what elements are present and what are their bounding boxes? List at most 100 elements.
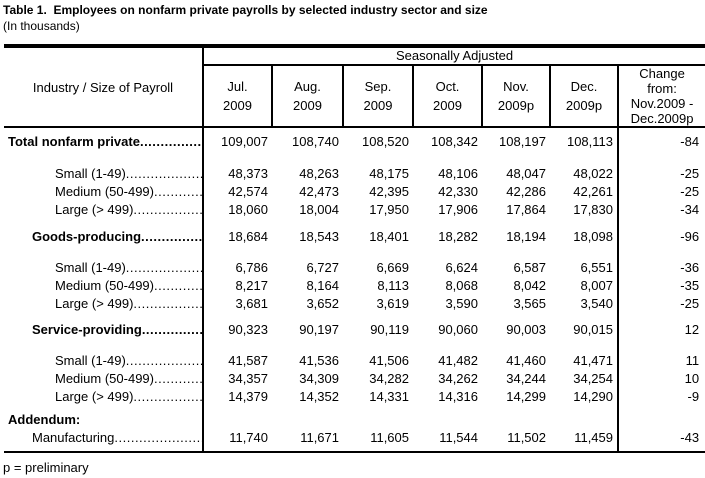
month-name: Sep. bbox=[364, 79, 392, 94]
data-cell: 3,681 bbox=[235, 296, 268, 311]
change-cell: -9 bbox=[616, 388, 705, 406]
data-cell: 41,471 bbox=[573, 353, 613, 368]
row-label: Small (1-49) bbox=[55, 353, 126, 368]
month-name: Jul. bbox=[227, 79, 248, 94]
data-cell: 90,003 bbox=[506, 322, 546, 337]
table-row-large: Large (> 499)...........................… bbox=[4, 388, 705, 406]
data-cell: 18,060 bbox=[228, 202, 268, 217]
seasonally-adjusted-header: Seasonally Adjusted bbox=[201, 46, 705, 66]
month-header-nov: Nov. 2009p bbox=[481, 65, 550, 128]
dot-leader: ........................................… bbox=[141, 229, 202, 244]
row-label: Total nonfarm private bbox=[8, 134, 140, 149]
data-cell: 108,197 bbox=[499, 134, 546, 149]
month-name: Dec. bbox=[570, 79, 598, 94]
row-label: Medium (50-499) bbox=[55, 278, 154, 293]
data-cell bbox=[203, 411, 272, 429]
data-cell bbox=[550, 411, 618, 429]
row-label: Large (> 499) bbox=[55, 296, 134, 311]
change-cell: -35 bbox=[616, 277, 705, 295]
data-cell: 41,482 bbox=[438, 353, 478, 368]
data-cell: 42,261 bbox=[573, 184, 613, 199]
change-cell: -96 bbox=[616, 228, 705, 246]
data-cell bbox=[343, 411, 413, 429]
change-column-header: Change from: Nov.2009 - Dec.2009p bbox=[616, 65, 705, 128]
data-cell: 41,536 bbox=[299, 353, 339, 368]
data-cell: 11,502 bbox=[507, 430, 546, 445]
change-cell: -25 bbox=[616, 183, 705, 201]
month-header-aug: Aug. 2009 bbox=[271, 65, 343, 128]
data-cell: 108,113 bbox=[566, 134, 613, 149]
dot-leader: ........................................… bbox=[133, 296, 202, 311]
dot-leader: ........................................… bbox=[139, 134, 202, 149]
data-cell: 41,587 bbox=[228, 353, 268, 368]
data-cell: 34,254 bbox=[573, 371, 613, 386]
table-row-total-nonfarm-private: Total nonfarm private...................… bbox=[4, 133, 705, 151]
table-header: Industry / Size of Payroll Seasonally Ad… bbox=[4, 46, 705, 128]
dot-leader: ........................................… bbox=[125, 353, 201, 368]
row-label: Medium (50-499) bbox=[55, 184, 154, 199]
month-name: Nov. bbox=[503, 79, 529, 94]
change-cell: 10 bbox=[616, 370, 705, 388]
data-cell: 11,671 bbox=[300, 430, 339, 445]
data-cell: 8,007 bbox=[580, 278, 613, 293]
change-cell: -25 bbox=[616, 165, 705, 183]
change-header-line: Dec.2009p bbox=[630, 111, 694, 126]
data-cell: 34,282 bbox=[369, 371, 409, 386]
change-header-line: Nov.2009 - bbox=[630, 96, 694, 111]
data-cell: 18,543 bbox=[299, 229, 339, 244]
change-cell: 12 bbox=[616, 321, 705, 339]
data-cell bbox=[482, 411, 550, 429]
data-cell: 6,727 bbox=[306, 260, 339, 275]
data-cell: 3,619 bbox=[376, 296, 409, 311]
spacer-row bbox=[4, 219, 705, 228]
data-cell: 90,119 bbox=[370, 322, 409, 337]
data-cell: 42,473 bbox=[299, 184, 339, 199]
data-cell: 48,373 bbox=[228, 166, 268, 181]
table-row-medium: Medium (50-499).........................… bbox=[4, 277, 705, 295]
data-cell bbox=[413, 411, 482, 429]
payroll-table: Industry / Size of Payroll Seasonally Ad… bbox=[4, 44, 705, 453]
dot-leader: ........................................… bbox=[154, 371, 201, 386]
data-cell: 41,460 bbox=[506, 353, 546, 368]
month-header-sep: Sep. 2009 bbox=[342, 65, 413, 128]
change-header-line: from: bbox=[647, 81, 677, 96]
data-cell: 14,352 bbox=[299, 389, 339, 404]
change-cell: -43 bbox=[616, 429, 705, 447]
spacer-row bbox=[4, 406, 705, 411]
data-cell: 42,330 bbox=[438, 184, 478, 199]
data-cell: 109,007 bbox=[221, 134, 268, 149]
data-cell: 17,864 bbox=[506, 202, 546, 217]
month-name: Oct. bbox=[435, 79, 460, 94]
spacer-row bbox=[4, 447, 705, 452]
data-cell: 90,015 bbox=[573, 322, 613, 337]
data-cell: 6,587 bbox=[513, 260, 546, 275]
data-cell: 90,060 bbox=[438, 322, 478, 337]
row-label: Medium (50-499) bbox=[55, 371, 154, 386]
data-cell: 34,244 bbox=[506, 371, 546, 386]
data-cell bbox=[272, 411, 343, 429]
row-label: Large (> 499) bbox=[55, 389, 134, 404]
data-cell: 14,379 bbox=[228, 389, 268, 404]
table-row-small: Small (1-49)............................… bbox=[4, 352, 705, 370]
change-header-line: Change bbox=[639, 66, 685, 81]
dot-leader: ........................................… bbox=[114, 430, 201, 445]
dot-leader: ........................................… bbox=[125, 260, 201, 275]
change-cell: -34 bbox=[616, 201, 705, 219]
data-cell: 41,506 bbox=[369, 353, 409, 368]
table-row-large: Large (> 499)...........................… bbox=[4, 201, 705, 219]
table-row-medium: Medium (50-499).........................… bbox=[4, 370, 705, 388]
page-title: Table 1. Employees on nonfarm private pa… bbox=[3, 3, 488, 17]
data-cell: 8,164 bbox=[306, 278, 339, 293]
data-cell: 14,316 bbox=[438, 389, 478, 404]
data-cell: 14,331 bbox=[369, 389, 409, 404]
month-header-oct: Oct. 2009 bbox=[412, 65, 482, 128]
data-cell: 11,605 bbox=[370, 430, 409, 445]
footnote: p = preliminary bbox=[3, 460, 89, 475]
data-cell: 34,357 bbox=[228, 371, 268, 386]
data-cell: 42,395 bbox=[369, 184, 409, 199]
table-row-medium: Medium (50-499).........................… bbox=[4, 183, 705, 201]
data-cell: 11,459 bbox=[574, 430, 613, 445]
dot-leader: ........................................… bbox=[154, 184, 201, 199]
change-cell bbox=[616, 411, 705, 429]
month-year: 2009p bbox=[565, 98, 603, 113]
